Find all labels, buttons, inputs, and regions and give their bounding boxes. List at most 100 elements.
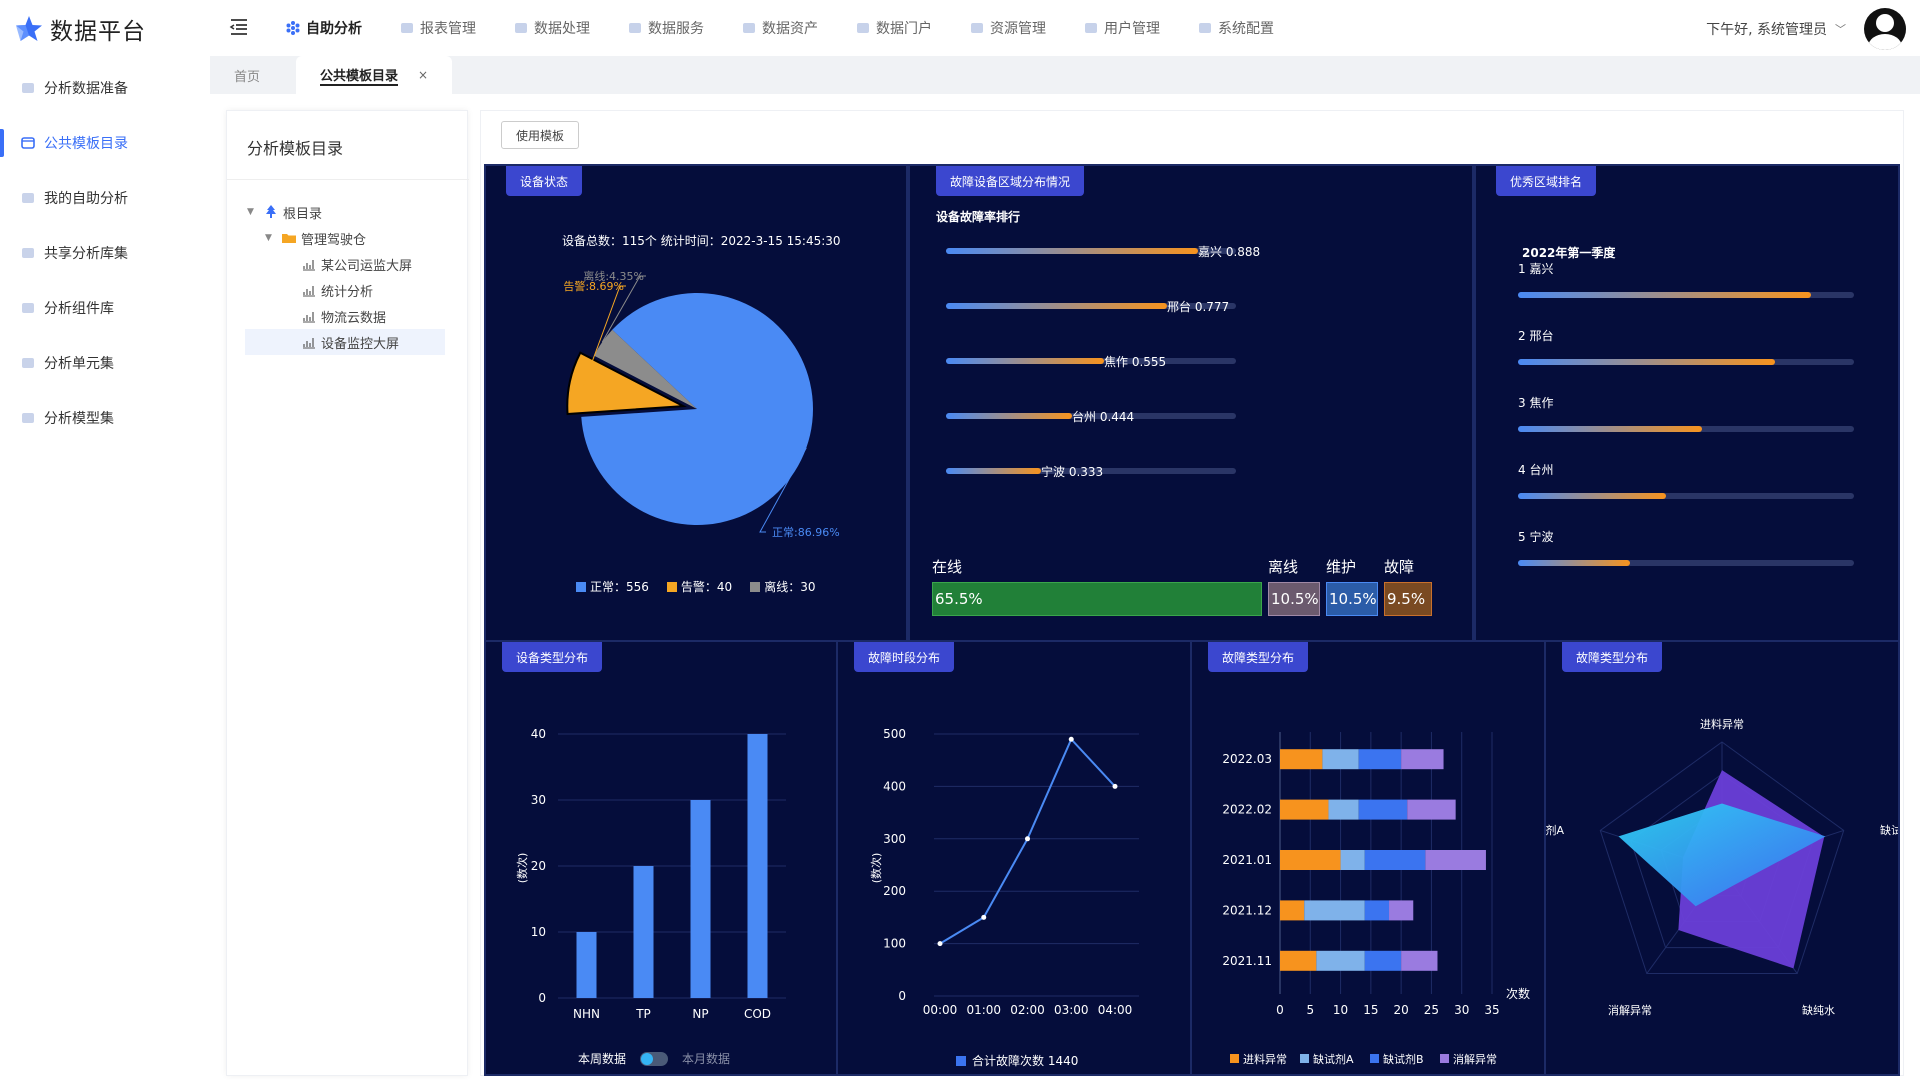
nav-item-0[interactable]: 自助分析 <box>286 18 362 38</box>
settings-icon <box>1199 23 1211 33</box>
sidebar-item-2[interactable]: 我的自助分析 <box>0 180 210 216</box>
shared-library-icon <box>22 248 34 258</box>
tree-node-label: 物流云数据 <box>321 310 387 326</box>
tab-public-templates[interactable]: 公共模板目录 × <box>296 56 453 94</box>
fault-bar-fill-0 <box>946 248 1198 254</box>
user-menu[interactable]: 下午好, 系统管理员 ﹀ <box>1706 8 1906 50</box>
nav-item-8[interactable]: 系统配置 <box>1198 18 1274 38</box>
rank-label-3: 4 台州 <box>1518 463 1554 477</box>
device-type-bar-chart: 0 10 20 30 40 (数次) NHN TP NP COD <box>515 727 786 1021</box>
x-tick-label: 10 <box>1333 1003 1348 1017</box>
radar-label-2: 缺纯水 <box>1802 1003 1835 1017</box>
y-tick-label: 30 <box>531 793 546 807</box>
chart-file-icon <box>303 286 315 297</box>
line-legend[interactable]: 合计故障次数 1440 <box>956 1052 1078 1069</box>
nav-label: 系统配置 <box>1218 21 1274 37</box>
status-header-3: 故障 <box>1384 558 1415 576</box>
pie-slice-告警 <box>566 351 687 416</box>
app-logo[interactable]: 数据平台 <box>14 12 146 46</box>
card-title: 设备状态 <box>506 166 583 196</box>
status-value-0: 65.5% <box>932 582 1262 616</box>
tree-node-2[interactable]: 某公司运监大屏 <box>285 251 427 277</box>
rank-label-4: 5 宁波 <box>1518 530 1554 544</box>
caret-down-icon[interactable]: ▼ <box>265 233 272 243</box>
tab-home[interactable]: 首页 <box>210 56 284 94</box>
x-axis-unit: 次数 <box>1506 986 1530 1001</box>
sidebar-item-1[interactable]: 公共模板目录 <box>0 125 210 161</box>
card-title: 设备类型分布 <box>502 642 603 672</box>
bar-COD <box>747 734 768 998</box>
nav-item-4[interactable]: 数据资产 <box>742 18 818 38</box>
server-icon <box>629 23 641 33</box>
x-tick-label: 25 <box>1424 1003 1439 1017</box>
tree-node-4[interactable]: 物流云数据 <box>285 303 427 329</box>
sidebar-item-label: 共享分析库集 <box>44 246 128 262</box>
y-tick-label: 20 <box>531 859 546 873</box>
nav-label: 数据门户 <box>876 21 932 37</box>
stack-segment-2021.01-1 <box>1340 850 1365 870</box>
nav-label: 用户管理 <box>1104 21 1160 37</box>
top-bar: 数据平台 自助分析 报表管理 数据处理 数据服务 数据资产 数据门户 资源管理 用户管理 系统配… <box>0 0 1920 56</box>
caret-down-icon[interactable]: ▼ <box>247 207 254 217</box>
x-tick-label: 0 <box>1276 1003 1284 1017</box>
tree-node-3[interactable]: 统计分析 <box>285 277 427 303</box>
stack-segment-2021.11-1 <box>1316 950 1365 971</box>
x-tick-label: 30 <box>1454 1003 1469 1017</box>
nav-label: 数据服务 <box>648 21 704 37</box>
nav-item-7[interactable]: 用户管理 <box>1084 18 1160 38</box>
fault-bar-fill-1 <box>946 303 1167 309</box>
fault-type-stacked-bar-chart: 0 5 10 15 20 25 30 35 次数 2022.03 2022.02 2021.01 202… <box>1222 732 1530 1066</box>
sidebar-item-label: 分析组件库 <box>44 301 114 317</box>
device-status-pie-chart: 正常:86.96% 告警:8.69%离线:4.35% <box>563 269 839 539</box>
sidebar-item-5[interactable]: 分析单元集 <box>0 345 210 381</box>
tree-node-label: 根目录 <box>283 206 323 222</box>
legend-normal[interactable]: 正常：556 <box>576 578 649 595</box>
card-title: 优秀区域排名 <box>1496 166 1597 196</box>
avatar[interactable] <box>1864 8 1906 50</box>
chevron-down-icon[interactable]: ﹀ <box>1835 23 1846 36</box>
x-tick-label: 04:00 <box>1098 1003 1133 1017</box>
nav-item-1[interactable]: 报表管理 <box>400 18 476 38</box>
close-icon[interactable]: × <box>418 68 429 82</box>
nav-item-5[interactable]: 数据门户 <box>856 18 932 38</box>
sidebar-item-4[interactable]: 分析组件库 <box>0 290 210 326</box>
fault-time-card: 故障时段分布 0 100 200 300 400 500 (数次) 00:00 01:00 02:… <box>836 640 1192 1076</box>
nav-label: 数据资产 <box>762 21 818 37</box>
nav-item-2[interactable]: 数据处理 <box>514 18 590 38</box>
stack-segment-2021.01-3 <box>1425 850 1486 870</box>
fault-region-card: 故障设备区域分布情况 设备故障率排行 嘉兴 0.888 邢台 0.777 焦作 0.… <box>908 164 1474 642</box>
stack-segment-2022.02-2 <box>1358 799 1408 820</box>
use-template-button[interactable]: 使用模板 <box>501 121 580 149</box>
nav-item-6[interactable]: 资源管理 <box>970 18 1046 38</box>
x-tick-label: COD <box>744 1007 771 1021</box>
legend-label-0: 进料异常 <box>1243 1052 1287 1066</box>
data-prep-icon <box>22 83 34 93</box>
y-tick-label: 100 <box>883 937 906 951</box>
menu-collapse-icon[interactable] <box>228 16 250 38</box>
sidebar-item-0[interactable]: 分析数据准备 <box>0 70 210 106</box>
tree-node-1[interactable]: ▼ 管理驾驶仓 <box>265 225 427 251</box>
tree-node-0[interactable]: ▼ 根目录 <box>247 199 427 225</box>
legend-offline[interactable]: 离线：30 <box>750 578 815 595</box>
user-greeting[interactable]: 下午好, 系统管理员 <box>1706 22 1827 38</box>
nav-item-3[interactable]: 数据服务 <box>628 18 704 38</box>
x-tick-label: NHN <box>573 1007 600 1021</box>
x-tick-label: NP <box>692 1007 708 1021</box>
sidebar-item-label: 公共模板目录 <box>44 136 128 152</box>
fault-bar-fill-4 <box>946 468 1041 474</box>
rank-bar-fill-2 <box>1518 426 1702 432</box>
nav-label: 数据处理 <box>534 21 590 37</box>
sidebar-item-3[interactable]: 共享分析库集 <box>0 235 210 271</box>
fault-bar-label-2: 焦作 0.555 <box>1104 355 1167 369</box>
legend-swatch <box>1440 1054 1449 1063</box>
stack-segment-2021.11-0 <box>1280 950 1317 971</box>
sidebar-item-6[interactable]: 分析模型集 <box>0 400 210 436</box>
toggle-switch[interactable] <box>640 1051 669 1066</box>
y-tick-label: 200 <box>883 884 906 898</box>
legend-alarm[interactable]: 告警：40 <box>666 578 732 595</box>
legend-swatch <box>1370 1054 1379 1063</box>
monitor-icon <box>857 23 869 33</box>
tree-node-5[interactable]: 设备监控大屏 <box>245 329 445 355</box>
radar-label-0: 进料异常 <box>1700 717 1744 731</box>
x-tick-label: 5 <box>1306 1003 1314 1017</box>
